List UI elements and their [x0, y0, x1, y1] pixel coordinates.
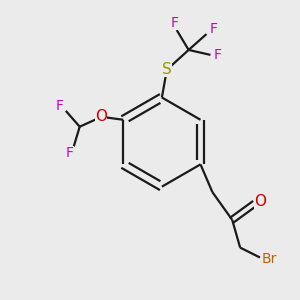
Text: O: O	[95, 109, 107, 124]
Text: F: F	[213, 48, 221, 62]
Text: F: F	[66, 146, 74, 161]
Text: Br: Br	[261, 253, 277, 266]
Text: S: S	[162, 62, 172, 77]
Text: F: F	[171, 16, 179, 30]
Text: F: F	[209, 22, 217, 36]
Text: F: F	[56, 99, 64, 113]
Text: O: O	[254, 194, 266, 208]
